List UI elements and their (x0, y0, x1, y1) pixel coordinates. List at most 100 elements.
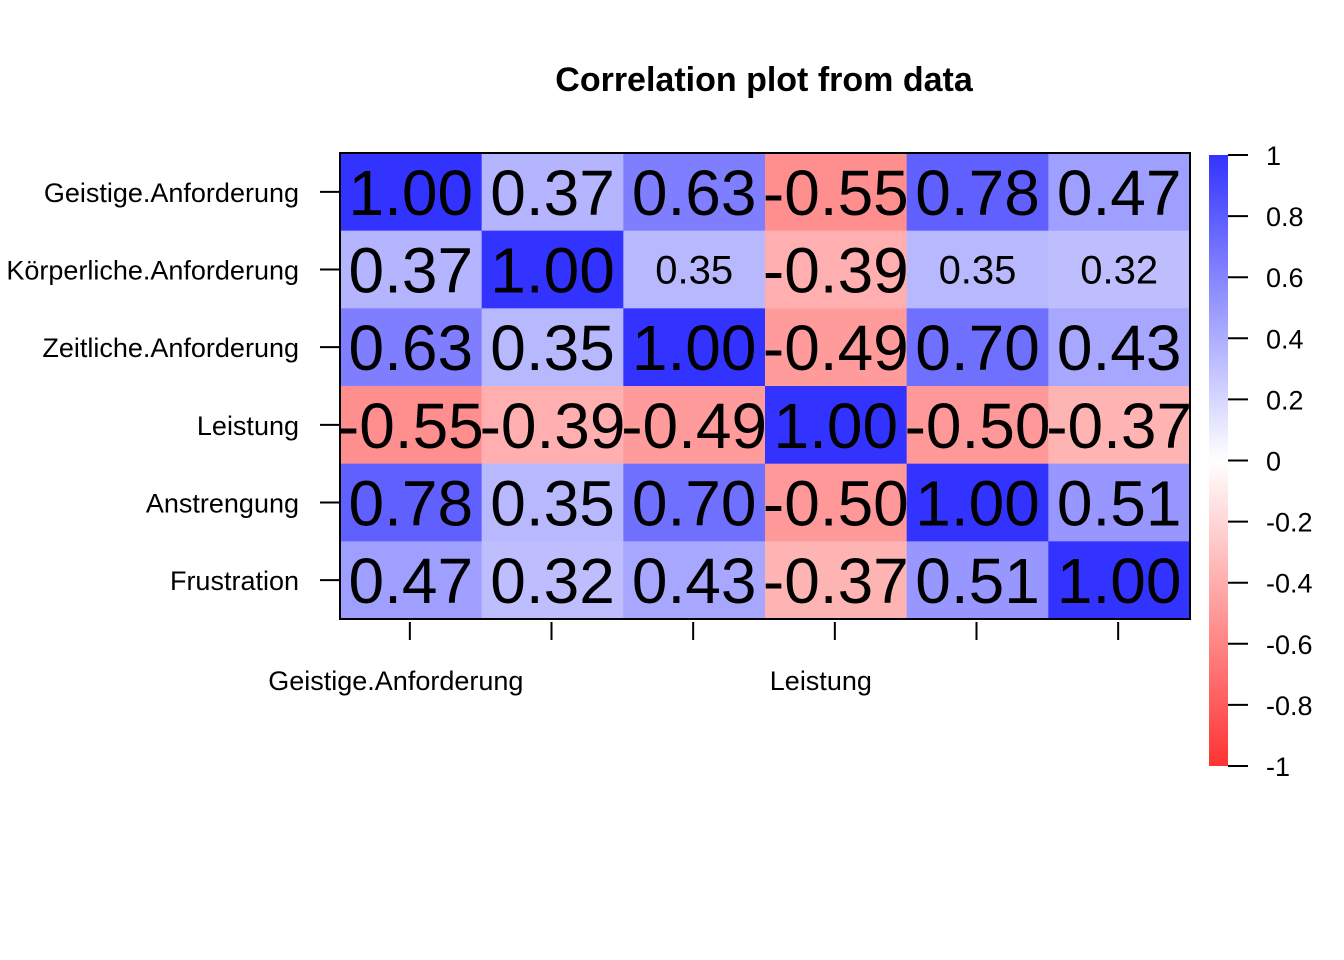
cell-value: 0.43 (632, 545, 757, 617)
legend-tick-label: 0 (1266, 447, 1281, 477)
cell-value: -0.50 (763, 468, 909, 540)
heatmap-cell (1048, 386, 1191, 465)
cell-value: 0.35 (490, 312, 615, 384)
cell-value: -0.39 (480, 390, 626, 462)
heatmap-cell (481, 230, 624, 309)
cell-value: 0.47 (349, 545, 474, 617)
legend-tick-label: -0.6 (1266, 630, 1313, 660)
heatmap-cell (623, 230, 766, 309)
cell-value-labels: 1.00 0.37 0.63 -0.55 0.78 0.470.37 1.00 0.35 -0.… (338, 157, 1192, 617)
heatmap-cell (906, 463, 1049, 542)
legend-tick-label: -0.4 (1266, 569, 1313, 599)
cell-value: 1.00 (349, 157, 474, 229)
column-label: Geistige.Anforderung (268, 666, 523, 696)
heatmap-cell (481, 153, 624, 232)
cell-value: 1.00 (1057, 545, 1182, 617)
heatmap-cell (1048, 308, 1191, 387)
heatmap-cell (765, 541, 908, 620)
heatmap-cell (623, 386, 766, 465)
cell-value: 0.43 (1057, 312, 1182, 384)
heatmap-cell (623, 308, 766, 387)
heatmap-cell (481, 541, 624, 620)
cell-value: 0.70 (915, 312, 1040, 384)
y-axis: Geistige.Anforderung Körperliche.Anforder… (6, 178, 340, 596)
plot-frame (339, 152, 1191, 620)
heatmap-cell (340, 230, 483, 309)
heatmap-cell (340, 386, 483, 465)
heatmap-cell (906, 153, 1049, 232)
cell-value: 0.32 (490, 545, 615, 617)
cell-value: 0.32 (1080, 249, 1158, 293)
heatmap-cell (1048, 463, 1191, 542)
heatmap-cell (765, 230, 908, 309)
legend-tick-label: 0.6 (1266, 263, 1304, 293)
cell-value: 0.78 (349, 468, 474, 540)
heatmap-cell (623, 153, 766, 232)
heatmap-cell (906, 230, 1049, 309)
legend-tick-label: 0.8 (1266, 202, 1304, 232)
row-label: Anstrengung (146, 489, 299, 519)
legend-tick-label: 1 (1266, 141, 1281, 171)
heatmap-cell (340, 153, 483, 232)
heatmap-cell (906, 386, 1049, 465)
cell-value: -0.55 (763, 157, 909, 229)
heatmap-cell (906, 541, 1049, 620)
heatmap-cells (340, 153, 1191, 620)
cell-value: 0.51 (915, 545, 1040, 617)
cell-value: -0.37 (763, 545, 909, 617)
heatmap-cell (481, 308, 624, 387)
cell-value: 0.35 (490, 468, 615, 540)
cell-value: 1.00 (490, 235, 615, 307)
legend-tick-label: -1 (1266, 752, 1290, 782)
legend-color-bar (1209, 155, 1228, 766)
heatmap-cell (481, 386, 624, 465)
cell-value: 1.00 (632, 312, 757, 384)
heatmap-cell (623, 541, 766, 620)
cell-value: 1.00 (915, 468, 1040, 540)
cell-value: 0.47 (1057, 157, 1182, 229)
heatmap-cell (481, 463, 624, 542)
heatmap-cell (765, 308, 908, 387)
cell-value: 0.63 (632, 157, 757, 229)
legend-tick-label: -0.8 (1266, 691, 1313, 721)
legend-tick-label: 0.4 (1266, 324, 1304, 354)
column-label: Leistung (770, 666, 872, 696)
cell-value: 0.51 (1057, 468, 1182, 540)
heatmap-cell (765, 153, 908, 232)
heatmap-cell (1048, 230, 1191, 309)
heatmap-cell (765, 463, 908, 542)
legend-tick-label: 0.2 (1266, 385, 1304, 415)
cell-value: 0.37 (490, 157, 615, 229)
cell-value: -0.39 (763, 235, 909, 307)
row-label: Geistige.Anforderung (44, 178, 299, 208)
row-label: Frustration (170, 566, 299, 596)
x-axis: Geistige.Anforderung Leistung (268, 622, 1120, 696)
heatmap-cell (906, 308, 1049, 387)
heatmap-cell (340, 463, 483, 542)
heatmap-cell (1048, 541, 1191, 620)
cell-value: 0.37 (349, 235, 474, 307)
row-label: Leistung (197, 411, 299, 441)
cell-value: -0.50 (905, 390, 1051, 462)
heatmap-cell (765, 386, 908, 465)
heatmap-cell (623, 463, 766, 542)
cell-value: 1.00 (774, 390, 899, 462)
row-label: Körperliche.Anforderung (6, 256, 299, 286)
heatmap-cell (340, 308, 483, 387)
legend-tick-label: -0.2 (1266, 508, 1313, 538)
heatmap-cell (1048, 153, 1191, 232)
cell-value: 0.78 (915, 157, 1040, 229)
chart-title: Correlation plot from data (555, 61, 974, 99)
cell-value: -0.49 (763, 312, 909, 384)
row-label: Zeitliche.Anforderung (42, 333, 299, 363)
cell-value: -0.49 (621, 390, 767, 462)
color-legend: 1 0.8 0.6 0.4 0.2 0 -0.2 -0.4 -0.6 -0.8 -1 (1209, 141, 1313, 782)
cell-value: 0.63 (349, 312, 474, 384)
heatmap-cell (340, 541, 483, 620)
cell-value: -0.37 (1046, 390, 1192, 462)
cell-value: 0.35 (655, 249, 733, 293)
cell-value: 0.70 (632, 468, 757, 540)
cell-value: -0.55 (338, 390, 484, 462)
cell-value: 0.35 (939, 249, 1017, 293)
